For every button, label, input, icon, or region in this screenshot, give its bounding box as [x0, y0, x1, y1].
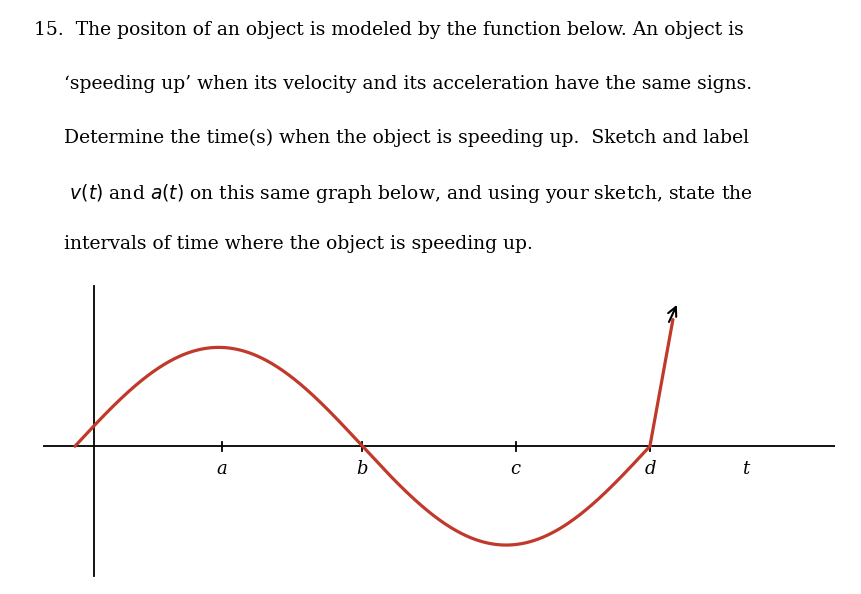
Text: intervals of time where the object is speeding up.: intervals of time where the object is sp…: [34, 235, 533, 253]
Text: ‘speeding up’ when its velocity and its acceleration have the same signs.: ‘speeding up’ when its velocity and its …: [34, 75, 753, 93]
Text: Determine the time(s) when the object is speeding up.  Sketch and label: Determine the time(s) when the object is…: [34, 128, 749, 147]
Text: $v(t)$ and $a(t)$ on this same graph below, and using your sketch, state the: $v(t)$ and $a(t)$ on this same graph bel…: [34, 182, 753, 205]
Text: 15.  The positon of an object is modeled by the function below. An object is: 15. The positon of an object is modeled …: [34, 21, 744, 39]
Text: t: t: [742, 460, 749, 478]
Text: b: b: [356, 460, 369, 478]
Text: a: a: [216, 460, 227, 478]
Text: d: d: [644, 460, 656, 478]
Text: c: c: [511, 460, 521, 478]
